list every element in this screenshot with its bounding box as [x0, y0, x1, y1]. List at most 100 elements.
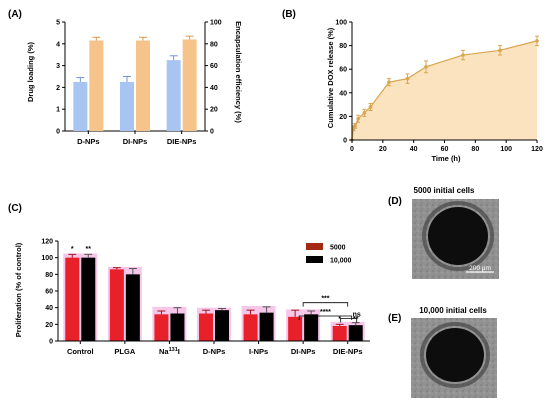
c-ytick-label: 80 [45, 272, 53, 279]
panel-label-e: (E) [388, 313, 401, 324]
c-bracket-di-die-label: *** [321, 296, 329, 303]
b-ytick-label: 0 [343, 138, 347, 145]
b-point [498, 48, 502, 53]
c-bar-10000 [304, 314, 319, 341]
c-bracket-control-die [298, 315, 353, 320]
c-bar-5000 [243, 314, 258, 341]
chart-b: Cumulative DOX release (%) Time (h) 0 20 4… [326, 20, 543, 164]
b-xlabel: Time (h) [431, 154, 461, 163]
c-bracket-ns [340, 318, 358, 323]
a-y2tick-label: 0 [210, 129, 214, 136]
e-spheroid [426, 328, 484, 382]
a-ytick-label: 1 [56, 107, 60, 114]
a-bar-drug-loading [166, 60, 181, 131]
a-ytick-label: 3 [56, 63, 60, 70]
c-legend-swatch-10000 [306, 256, 323, 263]
b-xtick-label: 80 [471, 146, 479, 153]
a-bar-encapsulation [136, 40, 150, 131]
b-xtick-label: 120 [531, 146, 543, 153]
b-xtick-label: 100 [500, 146, 512, 153]
panel-label-c: (C) [8, 203, 22, 214]
a-bar-encapsulation [89, 40, 104, 131]
c-bar-5000 [199, 313, 213, 341]
a-category-label: DIE-NPs [167, 137, 197, 146]
c-bar-5000 [332, 326, 347, 341]
c-sig-die-10000: ** [353, 316, 359, 323]
c-legend-swatch-5000 [306, 243, 323, 250]
d-title: 5000 initial cells [414, 186, 475, 195]
c-bar-5000 [109, 269, 124, 341]
a-ytick-label: 0 [56, 129, 60, 136]
b-ytick-label: 40 [339, 90, 347, 97]
c-legend-label-5000: 5000 [330, 245, 346, 252]
c-category-label: DIE-NPs [333, 347, 363, 356]
b-point [461, 53, 465, 57]
c-sig-die-5000: * [338, 316, 341, 323]
b-point [362, 111, 367, 115]
c-ylabel: Proliferation (% of control) [14, 242, 23, 337]
a-y2tick-label: 20 [210, 107, 218, 114]
c-bar-10000 [259, 312, 274, 341]
a-y2tick-label: 80 [210, 41, 218, 48]
d-spheroid [428, 207, 488, 265]
c-ytick-label: 100 [41, 255, 53, 262]
chart-c: Proliferation (% of control) Control PLGA… [14, 239, 370, 356]
c-category-label: DI-NPs [291, 347, 316, 356]
c-ytick-label: 0 [49, 339, 53, 346]
b-xtick-label: 40 [410, 146, 418, 153]
a-bar-encapsulation [182, 39, 197, 131]
c-legend-label-10000: 10,000 [330, 258, 352, 265]
chart-a: Drug loading (%) Encapsulation efficienc… [26, 20, 243, 147]
c-bar-10000 [215, 310, 229, 341]
a-bar-drug-loading [120, 81, 134, 131]
c-bar-10000 [125, 274, 140, 341]
a-y2tick-label: 100 [210, 20, 222, 27]
c-ytick-label: 20 [45, 322, 53, 329]
a-y2label: Encapsulation efficiency (%) [234, 21, 243, 123]
c-bar-10000 [81, 257, 96, 341]
c-bracket-ns-label: ns [353, 312, 361, 319]
c-ytick-label: 120 [41, 239, 53, 246]
c-category-label: Na131I [159, 347, 180, 356]
a-y2tick-label: 60 [210, 63, 218, 70]
d-scale-label: 200 μm [469, 265, 491, 272]
c-bar-10000 [170, 313, 185, 341]
a-y2tick-label: 40 [210, 85, 218, 92]
b-point [353, 124, 357, 128]
c-category-label: D-NPs [203, 347, 226, 356]
a-ylabel: Drug loading (%) [26, 42, 35, 102]
c-sig-control-10000: ** [86, 246, 92, 253]
a-ytick-label: 4 [56, 41, 60, 48]
b-point [535, 39, 539, 43]
b-xtick-label: 60 [441, 146, 449, 153]
b-area [352, 40, 537, 140]
b-point [368, 105, 373, 109]
image-d: 5000 initial cells 200 μm [412, 186, 499, 279]
b-point [424, 65, 428, 69]
c-ytick-label: 40 [45, 305, 53, 312]
c-sig-control-5000: * [71, 246, 74, 253]
b-ytick-label: 80 [339, 43, 347, 50]
e-title: 10,000 initial cells [419, 306, 487, 315]
c-bar-5000 [65, 257, 80, 341]
b-point [387, 80, 391, 84]
a-bar-drug-loading [73, 81, 88, 131]
c-bracket-control-die-label: **** [320, 309, 331, 316]
c-bar-5000 [288, 316, 303, 341]
b-point [405, 76, 410, 81]
c-bar-5000 [154, 314, 169, 341]
b-ytick-label: 60 [339, 67, 347, 74]
b-point [356, 116, 360, 121]
a-category-label: D-NPs [77, 137, 100, 146]
a-ytick-label: 2 [56, 85, 60, 92]
b-xtick-label: 20 [379, 146, 387, 153]
c-category-label: I-NPs [249, 347, 268, 356]
a-ytick-label: 5 [56, 20, 60, 27]
panel-label-a: (A) [8, 9, 22, 20]
c-bar-10000 [348, 325, 363, 341]
b-ytick-label: 20 [339, 114, 347, 121]
panel-label-d: (D) [388, 196, 402, 207]
b-ylabel: Cumulative DOX release (%) [326, 27, 335, 128]
b-xtick-label: 0 [350, 146, 354, 153]
